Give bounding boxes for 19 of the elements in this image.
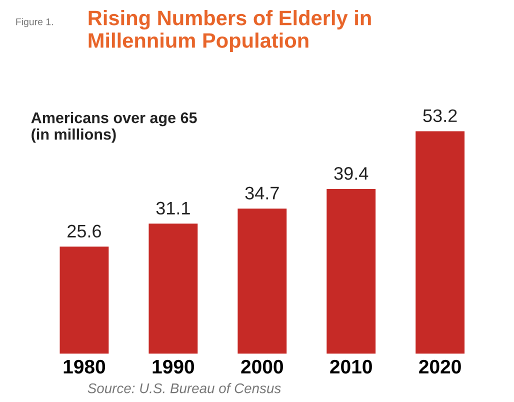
data-label: 34.7 bbox=[245, 186, 279, 200]
x-tick-label: 2010 bbox=[330, 360, 372, 374]
data-label: 31.1 bbox=[156, 202, 190, 215]
chart-subtitle: Americans over age 65 (in millions) bbox=[31, 112, 197, 143]
source-note: Source: U.S. Bureau of Census bbox=[88, 383, 281, 394]
caption: Figure 1. bbox=[16, 18, 53, 28]
x-tick-label: 1980 bbox=[64, 360, 106, 374]
data-label: 25.6 bbox=[68, 224, 101, 238]
bar bbox=[60, 246, 109, 354]
x-tick-label: 2020 bbox=[419, 360, 461, 374]
data-label: 39.4 bbox=[334, 167, 368, 180]
bar bbox=[238, 208, 287, 354]
bar bbox=[148, 224, 198, 354]
bar bbox=[326, 188, 376, 354]
x-tick-label: 2000 bbox=[241, 360, 283, 374]
bar bbox=[416, 131, 465, 354]
x-tick-label: 1990 bbox=[152, 360, 194, 374]
data-label: 53.2 bbox=[423, 109, 457, 122]
chart-title: Rising Numbers of Elderly in Millennium Population bbox=[88, 10, 371, 52]
